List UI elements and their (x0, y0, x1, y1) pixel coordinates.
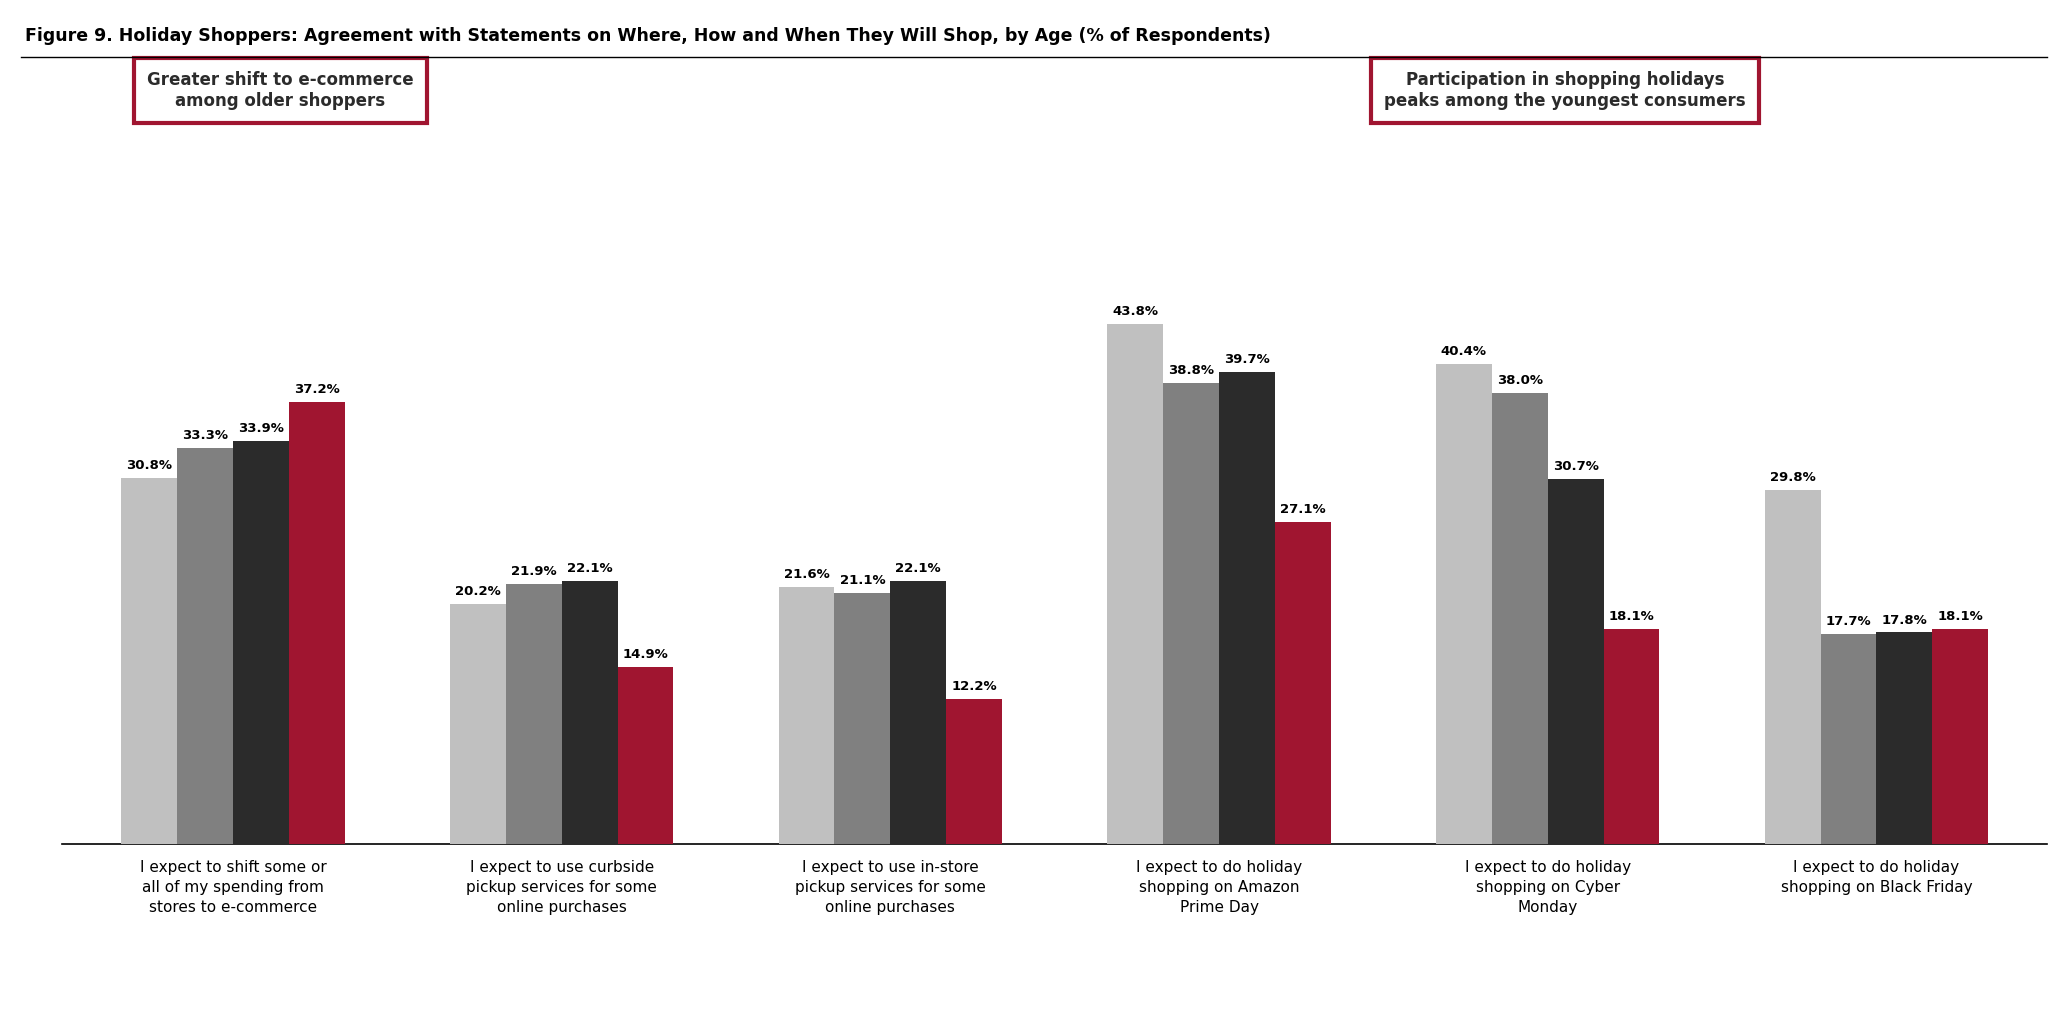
Text: 33.3%: 33.3% (182, 429, 227, 442)
Bar (290, 402, 345, 844)
Text: Participation in shopping holidays
peaks among the youngest consumers: Participation in shopping holidays peaks… (1383, 71, 1745, 110)
Bar (178, 449, 234, 844)
Text: 27.1%: 27.1% (1280, 503, 1326, 517)
Text: 30.7%: 30.7% (1553, 460, 1599, 473)
Text: 30.8%: 30.8% (126, 459, 172, 472)
Text: Greater shift to e-commerce
among older shoppers: Greater shift to e-commerce among older … (147, 71, 414, 110)
Bar (1274, 522, 1332, 844)
Bar (1547, 480, 1603, 844)
Text: 18.1%: 18.1% (1609, 610, 1654, 623)
Bar (835, 594, 891, 844)
Text: 22.1%: 22.1% (567, 563, 612, 575)
Text: 21.1%: 21.1% (840, 574, 885, 588)
Text: 38.0%: 38.0% (1497, 374, 1543, 387)
Text: 38.8%: 38.8% (1168, 364, 1214, 378)
Text: 37.2%: 37.2% (294, 383, 339, 396)
Text: 40.4%: 40.4% (1441, 345, 1487, 358)
Bar (122, 478, 178, 844)
Bar (1603, 629, 1659, 844)
Text: 22.1%: 22.1% (895, 563, 941, 575)
Bar (562, 581, 618, 844)
Text: 12.2%: 12.2% (951, 680, 997, 693)
Bar (1106, 324, 1162, 844)
Text: 33.9%: 33.9% (238, 422, 283, 435)
Text: 21.6%: 21.6% (784, 568, 829, 581)
Bar (1820, 634, 1876, 844)
Text: 43.8%: 43.8% (1113, 305, 1158, 318)
Text: 39.7%: 39.7% (1224, 354, 1270, 366)
Bar (1491, 393, 1547, 844)
Bar (778, 588, 835, 844)
Bar (1932, 629, 1987, 844)
Bar (1435, 364, 1491, 844)
Text: 18.1%: 18.1% (1938, 610, 1983, 623)
Text: 17.7%: 17.7% (1826, 614, 1872, 628)
Bar (234, 441, 290, 844)
Bar (947, 699, 1003, 844)
Text: 14.9%: 14.9% (622, 648, 668, 661)
Bar (1764, 490, 1820, 844)
Text: 20.2%: 20.2% (455, 586, 500, 598)
Bar (1218, 372, 1274, 844)
Bar (451, 604, 507, 844)
Bar (1876, 633, 1932, 844)
Bar (618, 667, 674, 844)
Text: Figure 9. Holiday Shoppers: Agreement with Statements on Where, How and When The: Figure 9. Holiday Shoppers: Agreement wi… (25, 27, 1270, 45)
Bar (507, 583, 562, 844)
Text: 21.9%: 21.9% (511, 565, 556, 578)
Text: 17.8%: 17.8% (1882, 613, 1927, 627)
Text: 29.8%: 29.8% (1770, 471, 1816, 484)
Bar (1162, 383, 1218, 844)
Bar (891, 581, 947, 844)
